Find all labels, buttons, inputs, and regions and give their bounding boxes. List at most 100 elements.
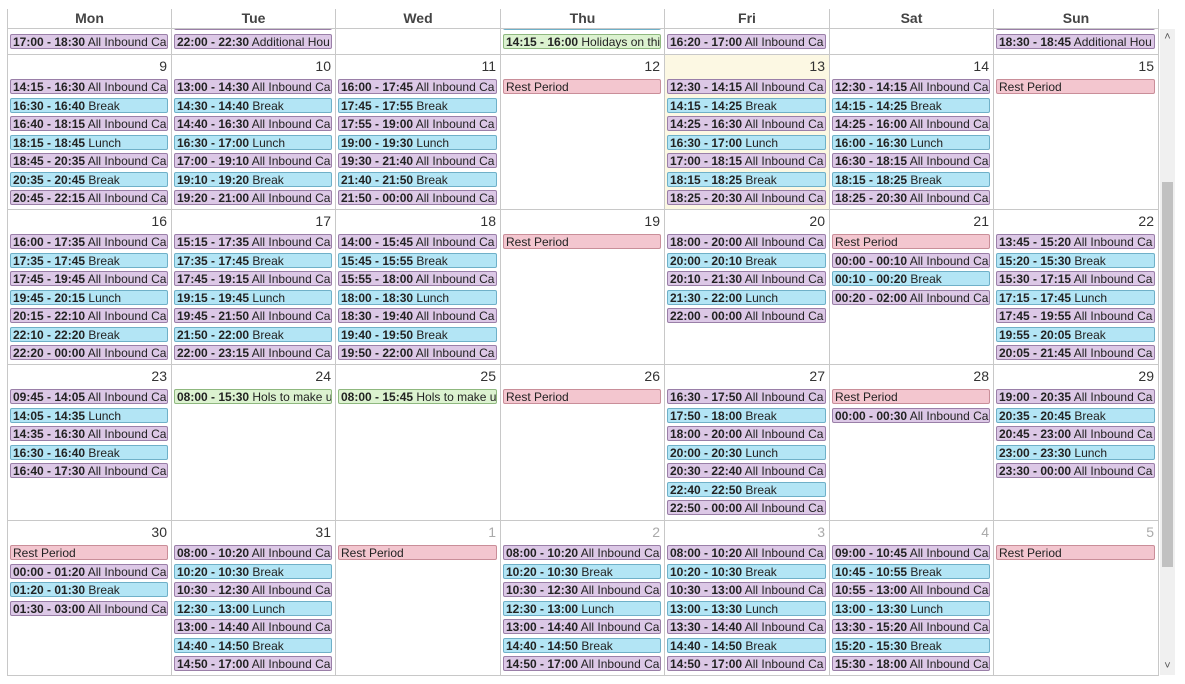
calendar-event[interactable]: 14:35 - 16:30 All Inbound Ca <box>10 426 168 441</box>
calendar-event[interactable]: 22:50 - 00:00 All Inbound Ca <box>667 500 826 515</box>
day-cell[interactable]: 31 08:00 - 10:20 All Inbound Ca 10:20 - 10… <box>172 521 336 675</box>
calendar-event[interactable]: 14:40 - 14:50 Break <box>503 638 661 653</box>
calendar-event[interactable]: 18:30 - 18:45 Additional Hou <box>996 34 1155 49</box>
calendar-event[interactable]: Rest Period <box>10 545 168 560</box>
day-cell[interactable] <box>830 29 994 54</box>
calendar-event[interactable]: 01:30 - 03:00 All Inbound Ca <box>10 601 168 616</box>
calendar-event[interactable]: 16:30 - 18:15 All Inbound Ca <box>832 153 990 168</box>
calendar-event[interactable]: 18:25 - 20:30 All Inbound Ca <box>832 190 990 205</box>
calendar-event[interactable]: 23:00 - 23:30 Lunch <box>996 445 1155 460</box>
calendar-event[interactable]: 12:30 - 13:00 Lunch <box>174 601 332 616</box>
calendar-event[interactable]: 18:45 - 20:35 All Inbound Ca <box>10 153 168 168</box>
vertical-scrollbar[interactable]: ˄ ˅ <box>1160 29 1175 675</box>
day-number[interactable]: 27 <box>809 368 825 384</box>
calendar-event[interactable]: 22:00 - 23:15 All Inbound Ca <box>174 345 332 360</box>
day-number[interactable]: 31 <box>315 524 331 540</box>
calendar-event[interactable]: 00:00 - 00:10 All Inbound Ca <box>832 253 990 268</box>
day-cell[interactable]: 18 14:00 - 15:45 All Inbound Ca 15:45 - 15… <box>336 210 501 364</box>
calendar-event[interactable]: 22:20 - 00:00 All Inbound Ca <box>10 345 168 360</box>
calendar-event[interactable]: Rest Period <box>832 389 990 404</box>
calendar-event[interactable]: 17:35 - 17:45 Break <box>174 253 332 268</box>
calendar-event[interactable]: 23:30 - 00:00 All Inbound Ca <box>996 463 1155 478</box>
calendar-event[interactable]: 20:45 - 23:00 All Inbound Ca <box>996 426 1155 441</box>
calendar-event[interactable]: 21:40 - 21:50 Break <box>338 172 497 187</box>
day-number[interactable]: 24 <box>315 368 331 384</box>
calendar-event[interactable]: 16:40 - 18:15 All Inbound Ca <box>10 116 168 131</box>
calendar-event[interactable]: 20:00 - 20:10 Break <box>667 253 826 268</box>
day-cell[interactable] <box>336 29 501 54</box>
day-number[interactable]: 20 <box>809 213 825 229</box>
calendar-event[interactable]: 18:00 - 18:30 Lunch <box>338 290 497 305</box>
calendar-event[interactable]: 10:45 - 10:55 Break <box>832 564 990 579</box>
calendar-event[interactable]: 13:00 - 14:40 All Inbound Ca <box>503 619 661 634</box>
calendar-event[interactable]: 17:45 - 19:55 All Inbound Ca <box>996 308 1155 323</box>
day-cell[interactable]: 13 12:30 - 14:15 All Inbound Ca 14:15 - 14… <box>665 55 830 209</box>
calendar-event[interactable]: 08:00 - 10:20 All Inbound Ca <box>174 545 332 560</box>
calendar-event[interactable]: 19:45 - 21:50 All Inbound Ca <box>174 308 332 323</box>
day-number[interactable]: 25 <box>480 368 496 384</box>
calendar-event[interactable]: Rest Period <box>503 79 661 94</box>
calendar-event[interactable]: 16:00 - 17:35 All Inbound Ca <box>10 234 168 249</box>
calendar-event[interactable]: 08:00 - 15:45 Hols to make u <box>338 389 497 404</box>
calendar-event[interactable]: 19:45 - 20:15 Lunch <box>10 290 168 305</box>
calendar-event[interactable]: 18:15 - 18:45 Lunch <box>10 135 168 150</box>
day-cell[interactable]: 17 15:15 - 17:35 All Inbound Ca 17:35 - 17… <box>172 210 336 364</box>
calendar-event[interactable]: 16:30 - 17:00 Lunch <box>667 135 826 150</box>
calendar-event[interactable]: 13:00 - 14:30 All Inbound Ca <box>174 79 332 94</box>
calendar-event[interactable]: 10:30 - 12:30 All Inbound Ca <box>503 582 661 597</box>
calendar-event[interactable]: 18:00 - 20:00 All Inbound Ca <box>667 234 826 249</box>
calendar-event[interactable]: 20:35 - 20:45 Break <box>996 408 1155 423</box>
calendar-event[interactable]: 14:15 - 14:25 Break <box>667 98 826 113</box>
calendar-event[interactable]: 15:20 - 15:30 Break <box>996 253 1155 268</box>
calendar-event[interactable]: 16:30 - 17:00 Lunch <box>174 135 332 150</box>
calendar-event[interactable]: 09:00 - 10:45 All Inbound Ca <box>832 545 990 560</box>
day-cell[interactable]: 16 16:00 - 17:35 All Inbound Ca 17:35 - 17… <box>8 210 172 364</box>
calendar-event[interactable]: 14:15 - 16:30 All Inbound Ca <box>10 79 168 94</box>
day-cell[interactable]: 21:00 - 22:00 Additional Hou22:00 - 22:3… <box>172 29 336 54</box>
calendar-event[interactable]: 14:05 - 14:15 Break <box>503 29 661 30</box>
calendar-event[interactable]: 20:05 - 21:45 All Inbound Ca <box>996 345 1155 360</box>
calendar-event[interactable]: 16:00 - 16:30 Lunch <box>832 135 990 150</box>
calendar-event[interactable]: 10:20 - 10:30 Break <box>503 564 661 579</box>
day-number[interactable]: 22 <box>1138 213 1154 229</box>
day-cell[interactable]: 19 Rest Period <box>501 210 665 364</box>
calendar-event[interactable]: 20:10 - 21:30 All Inbound Ca <box>667 271 826 286</box>
calendar-event[interactable]: 17:00 - 19:10 All Inbound Ca <box>174 153 332 168</box>
calendar-event[interactable]: 20:30 - 22:40 All Inbound Ca <box>667 463 826 478</box>
calendar-event[interactable]: 10:20 - 10:30 Break <box>667 564 826 579</box>
day-cell[interactable]: 15 Rest Period <box>994 55 1159 209</box>
day-number[interactable]: 2 <box>652 524 660 540</box>
calendar-event[interactable]: 14:25 - 16:00 All Inbound Ca <box>832 116 990 131</box>
calendar-event[interactable]: 17:45 - 19:45 All Inbound Ca <box>10 271 168 286</box>
day-cell[interactable]: 26 Rest Period <box>501 365 665 520</box>
calendar-event[interactable]: 20:45 - 22:15 All Inbound Ca <box>10 190 168 205</box>
calendar-event[interactable]: 09:45 - 14:05 All Inbound Ca <box>10 389 168 404</box>
calendar-event[interactable]: 19:55 - 20:05 Break <box>996 327 1155 342</box>
calendar-event[interactable]: 15:45 - 15:55 Break <box>338 253 497 268</box>
calendar-event[interactable]: 13:30 - 15:20 All Inbound Ca <box>832 619 990 634</box>
day-number[interactable]: 5 <box>1146 524 1154 540</box>
calendar-event[interactable]: 21:30 - 22:00 Lunch <box>667 290 826 305</box>
calendar-event[interactable]: 20:15 - 22:10 All Inbound Ca <box>10 308 168 323</box>
day-cell[interactable]: 25 08:00 - 15:45 Hols to make u <box>336 365 501 520</box>
calendar-event[interactable]: 00:00 - 00:30 All Inbound Ca <box>832 408 990 423</box>
calendar-event[interactable]: Rest Period <box>832 234 990 249</box>
day-cell[interactable]: 10 13:00 - 14:30 All Inbound Ca 14:30 - 14… <box>172 55 336 209</box>
day-number[interactable]: 11 <box>481 58 496 74</box>
day-cell[interactable]: 3 08:00 - 10:20 All Inbound Ca 10:20 - 10:… <box>665 521 830 675</box>
calendar-event[interactable]: 21:00 - 22:00 Additional Hou <box>174 29 332 30</box>
calendar-event[interactable]: 19:30 - 21:40 All Inbound Ca <box>338 153 497 168</box>
calendar-event[interactable]: 14:25 - 16:30 All Inbound Ca <box>667 116 826 131</box>
day-number[interactable]: 18 <box>480 213 496 229</box>
calendar-event[interactable]: 17:00 - 18:15 All Inbound Ca <box>667 153 826 168</box>
day-cell[interactable]: 17:20 - 18:30 All Inbound Ca 18:30 - 18:4… <box>994 29 1159 54</box>
calendar-event[interactable]: 13:30 - 14:40 All Inbound Ca <box>667 619 826 634</box>
day-cell[interactable]: 9 14:15 - 16:30 All Inbound Ca 16:30 - 16:… <box>8 55 172 209</box>
calendar-event[interactable]: 10:55 - 13:00 All Inbound Ca <box>832 582 990 597</box>
day-cell[interactable]: 11 16:00 - 17:45 All Inbound Ca 17:45 - 17… <box>336 55 501 209</box>
calendar-event[interactable]: 17:45 - 19:15 All Inbound Ca <box>174 271 332 286</box>
calendar-event[interactable]: 13:00 - 14:40 All Inbound Ca <box>174 619 332 634</box>
calendar-event[interactable]: 13:00 - 13:30 Lunch <box>667 601 826 616</box>
calendar-event[interactable]: 14:50 - 17:00 All Inbound Ca <box>667 656 826 671</box>
day-number[interactable]: 9 <box>159 58 167 74</box>
